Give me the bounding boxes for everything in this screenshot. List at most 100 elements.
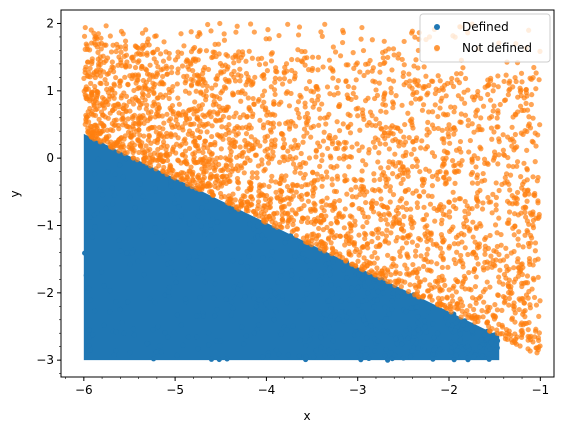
not-defined-point: [405, 288, 412, 295]
not-defined-point: [304, 215, 311, 221]
defined-point: [409, 348, 415, 354]
not-defined-point: [444, 294, 450, 300]
not-defined-point: [157, 92, 164, 98]
not-defined-point: [306, 78, 313, 85]
not-defined-point: [83, 95, 89, 102]
not-defined-point: [412, 79, 418, 85]
not-defined-point: [334, 84, 340, 91]
not-defined-point: [452, 162, 458, 168]
defined-point: [408, 305, 414, 311]
not-defined-point: [346, 251, 352, 257]
defined-point: [198, 223, 204, 229]
not-defined-point: [173, 117, 179, 123]
not-defined-point: [92, 87, 98, 93]
not-defined-point: [363, 162, 369, 168]
defined-point: [330, 338, 336, 344]
not-defined-point: [507, 172, 514, 178]
not-defined-point: [349, 214, 355, 220]
not-defined-point: [175, 135, 181, 141]
not-defined-point: [422, 277, 428, 283]
not-defined-point: [350, 90, 356, 97]
not-defined-point: [98, 80, 104, 87]
not-defined-point: [493, 257, 499, 263]
defined-point: [253, 303, 260, 309]
defined-point: [389, 298, 395, 304]
not-defined-point: [209, 133, 215, 140]
defined-point: [185, 259, 191, 265]
defined-point: [267, 297, 273, 304]
not-defined-point: [336, 141, 343, 147]
not-defined-point: [377, 176, 383, 183]
not-defined-point: [298, 164, 304, 170]
defined-point: [186, 265, 193, 271]
not-defined-point: [197, 47, 203, 53]
not-defined-point: [451, 257, 457, 263]
not-defined-point: [378, 196, 384, 202]
not-defined-point: [305, 118, 311, 124]
not-defined-point: [491, 262, 497, 268]
not-defined-point: [445, 264, 451, 270]
not-defined-point: [408, 151, 415, 157]
not-defined-point: [518, 262, 524, 268]
not-defined-point: [429, 193, 435, 200]
not-defined-point: [90, 95, 96, 101]
defined-point: [379, 318, 385, 325]
not-defined-point: [319, 152, 325, 158]
not-defined-point: [317, 246, 324, 252]
not-defined-point: [462, 276, 468, 282]
not-defined-point: [334, 173, 340, 179]
not-defined-point: [361, 255, 367, 261]
not-defined-point: [390, 191, 397, 198]
not-defined-point: [130, 115, 136, 122]
not-defined-point: [144, 52, 150, 58]
not-defined-point: [406, 271, 412, 277]
not-defined-point: [157, 51, 164, 57]
not-defined-point: [523, 100, 529, 106]
defined-point: [262, 236, 268, 243]
not-defined-point: [211, 98, 217, 105]
not-defined-point: [457, 119, 463, 125]
defined-point: [113, 329, 119, 335]
defined-point: [155, 323, 161, 330]
defined-point: [341, 318, 347, 324]
not-defined-point: [364, 241, 370, 247]
not-defined-point: [324, 84, 331, 90]
defined-point: [344, 314, 350, 320]
not-defined-point: [352, 218, 358, 224]
not-defined-point: [398, 226, 405, 232]
not-defined-point: [200, 121, 206, 128]
not-defined-point: [414, 200, 420, 206]
not-defined-point: [264, 133, 271, 139]
not-defined-point: [487, 284, 493, 290]
not-defined-point: [290, 193, 296, 199]
not-defined-point: [511, 232, 517, 238]
not-defined-point: [345, 83, 351, 90]
not-defined-point: [373, 87, 379, 93]
not-defined-point: [373, 116, 379, 122]
not-defined-point: [424, 144, 431, 150]
not-defined-point: [98, 46, 104, 52]
not-defined-point: [365, 95, 371, 101]
not-defined-point: [107, 33, 113, 39]
defined-point: [176, 204, 182, 210]
defined-point: [488, 339, 494, 346]
not-defined-point: [161, 39, 167, 45]
not-defined-point: [122, 38, 129, 44]
defined-point: [300, 297, 307, 303]
not-defined-point: [150, 74, 156, 80]
not-defined-point: [508, 337, 514, 343]
defined-point: [415, 345, 421, 351]
not-defined-point: [285, 148, 291, 154]
not-defined-point: [373, 200, 380, 206]
defined-point: [110, 201, 116, 207]
defined-point: [318, 335, 324, 341]
not-defined-point: [236, 49, 242, 55]
not-defined-point: [139, 30, 146, 36]
not-defined-point: [264, 68, 271, 74]
not-defined-point: [248, 82, 255, 88]
not-defined-point: [362, 61, 369, 67]
defined-point: [357, 352, 363, 358]
not-defined-point: [428, 259, 434, 265]
not-defined-point: [503, 263, 510, 269]
not-defined-point: [348, 234, 354, 240]
